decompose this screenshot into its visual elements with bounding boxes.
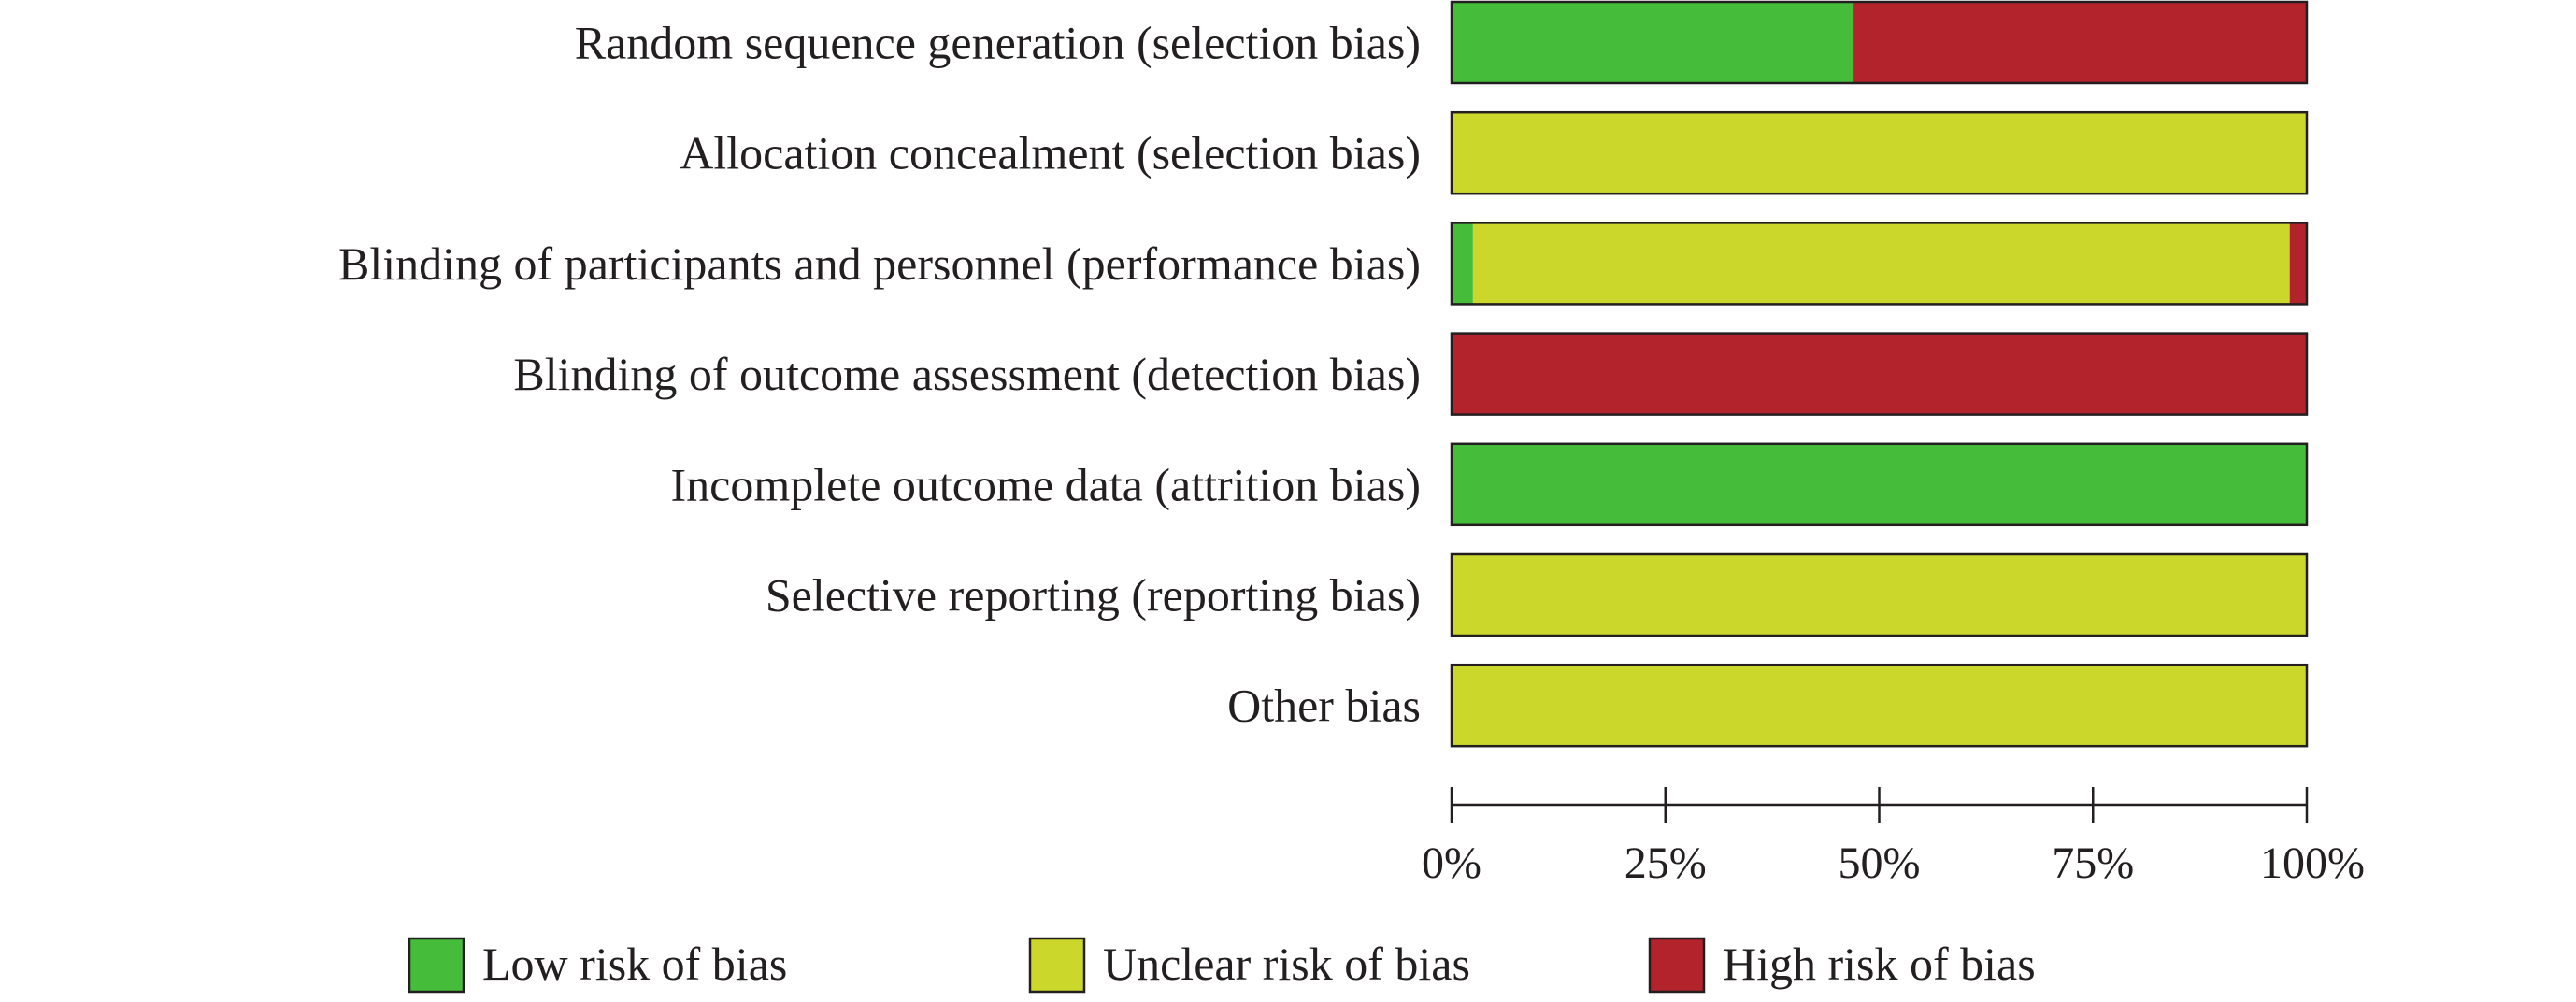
bar-segment (1452, 554, 2307, 636)
category-labels: Random sequence generation (selection bi… (338, 17, 1421, 732)
bar-segment (1452, 112, 2307, 194)
category-label: Other bias (1227, 680, 1421, 732)
bar-outline (1450, 332, 2309, 416)
category-label: Selective reporting (reporting bias) (766, 569, 1421, 622)
bar-segment (1452, 2, 1854, 83)
x-axis: 0% 25% 50% 75% 100% (1422, 787, 2365, 888)
bar-outline (1450, 110, 2309, 195)
bar-segment (1452, 333, 2307, 415)
bar-segment (1452, 665, 2307, 747)
legend-swatch (1028, 937, 1086, 994)
legend-label: Unclear risk of bias (1103, 938, 1470, 990)
bar-segment (1472, 222, 2290, 305)
legend-label: Low risk of bias (482, 938, 787, 990)
category-label: Random sequence generation (selection bi… (575, 17, 1421, 69)
bar-segment (1452, 222, 1473, 305)
stacked-bars (1450, 0, 2309, 748)
x-tick-label: 25% (1624, 838, 1707, 888)
legend: Low risk of bias Unclear risk of bias High… (408, 937, 2036, 994)
category-label: Incomplete outcome data (attrition bias) (671, 458, 1422, 510)
x-tick-label: 100% (2260, 838, 2365, 888)
bar-outline (1450, 0, 2309, 85)
bar-segment (1853, 2, 2307, 83)
x-tick-label: 0% (1422, 838, 1481, 888)
x-tick-label: 75% (2052, 838, 2134, 888)
bar-outline (1450, 663, 2309, 748)
bar-segment (1452, 443, 2307, 525)
legend-swatch (408, 937, 465, 994)
category-label: Blinding of outcome assessment (detectio… (513, 348, 1421, 400)
bar-outline (1450, 442, 2309, 527)
bar-outline (1450, 552, 2309, 637)
legend-label: High risk of bias (1723, 938, 2036, 990)
legend-swatch (1648, 937, 1706, 994)
x-tick-label: 50% (1839, 838, 1921, 888)
category-label: Allocation concealment (selection bias) (680, 127, 1421, 179)
category-label: Blinding of participants and personnel (… (338, 237, 1421, 290)
bar-outline (1450, 222, 2309, 306)
bar-segment (2289, 222, 2307, 305)
